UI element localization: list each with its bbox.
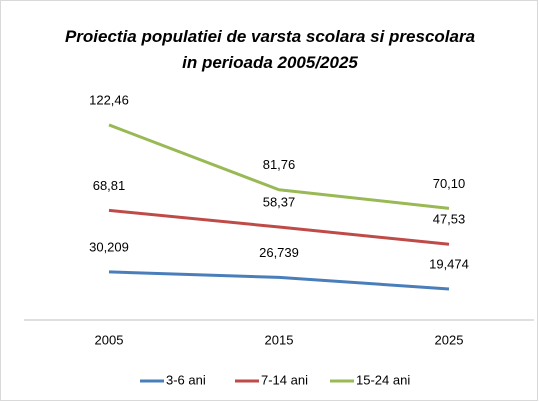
legend-label: 15-24 ani xyxy=(356,372,410,387)
data-label: 30,209 xyxy=(89,239,129,254)
data-label: 47,53 xyxy=(433,212,466,227)
legend-label: 3-6 ani xyxy=(166,372,206,387)
data-label: 68,81 xyxy=(93,178,126,193)
data-label: 70,10 xyxy=(433,176,466,191)
data-label: 122,46 xyxy=(89,92,129,107)
x-tick-label: 2005 xyxy=(95,332,124,347)
data-label: 19,474 xyxy=(429,256,469,271)
data-label: 26,739 xyxy=(259,245,299,260)
chart-title: Proiectia populatiei de varsta scolara s… xyxy=(64,27,476,72)
data-label: 81,76 xyxy=(263,157,296,172)
x-tick-label: 2015 xyxy=(265,332,294,347)
legend-label: 7-14 ani xyxy=(261,372,308,387)
series-line xyxy=(108,270,450,291)
data-label: 58,37 xyxy=(263,194,296,209)
x-tick-label: 2025 xyxy=(435,332,464,347)
series-line xyxy=(108,123,450,210)
series-line xyxy=(108,208,450,246)
